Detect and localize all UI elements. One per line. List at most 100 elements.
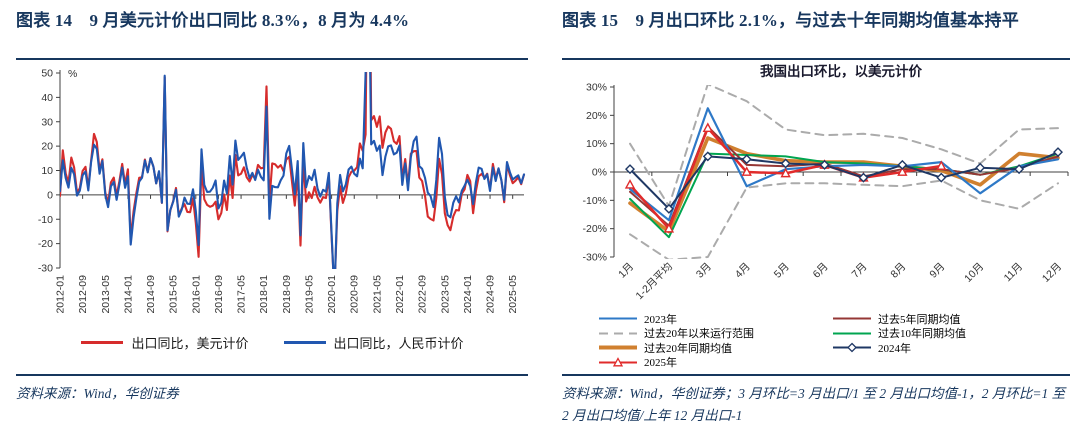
legend-label: 过去20年同期均值 [644,342,732,355]
x-axis-label: 2017-05 [236,275,248,314]
figure-15-source-text: 资料来源：Wind，华创证券；3 月环比=3 月出口/1 至 2 月出口均值-1… [562,386,1066,423]
figure-15-legend: 2023年 过去20年以来运行范围过去20年同期均值 2025年 过去5年同期均值过… [598,312,1070,369]
legend-item: 过去5年同期均值 [832,312,1066,326]
exports-yoy-line-chart: 50 40 30 20 10 0 -10 -20 -30% 2012-01 2012-09 2013-… [38,68,526,314]
legend-item: 出口同比，人民币计价 [283,333,464,352]
figure-14-panel: 图表 14 9 月美元计价出口同比 8.3%，8 月为 4.4% 50 40 30 2… [16,11,528,405]
series-line-y2024 [629,151,1059,210]
diamond-marker [858,172,869,183]
legend-label: 出口同比，美元计价 [131,336,249,351]
legend-label: 2024年 [878,342,911,355]
triangle-marker [624,179,636,189]
x-axis-label: 11月 [1002,261,1026,285]
legend-item: 过去20年同期均值 [598,341,832,355]
x-axis-label: 5月 [772,261,792,281]
legend-swatch-line [599,317,637,320]
figure-15-legend-column-1: 2023年 过去20年以来运行范围过去20年同期均值 2025年 [598,312,832,369]
x-axis-label: 2016-09 [213,275,225,314]
x-axis-label: 2023-05 [439,275,451,314]
figure-15-legend-column-2: 过去5年同期均值 过去10年同期均值 2024年 [832,312,1066,369]
x-axis-label: 2013-05 [100,275,112,314]
x-axis-label: 1月 [616,261,636,281]
diamond-marker [819,159,830,170]
x-axis-label: 8月 [888,261,908,281]
x-axis-label: 10月 [962,261,986,285]
figure-14-legend: 出口同比，美元计价 出口同比，人民币计价 [16,333,528,352]
triangle-marker [897,166,908,176]
triangle-marker [936,160,947,170]
x-axis-label: 2020-09 [349,275,361,314]
legend-label: 过去5年同期均值 [878,313,961,326]
diamond-marker [702,151,713,162]
triangle-marker [741,166,752,176]
figure-15-source: 资料来源：Wind，华创证券；3 月环比=3 月出口/1 至 2 月出口均值-1… [562,374,1070,426]
figure-15-title-rule [562,58,1070,60]
x-axis-label: 9月 [927,261,947,281]
x-axis-label: 2012-09 [77,275,89,314]
y-axis-label: -30 [38,263,53,275]
x-axis-label: 2022-09 [417,275,429,314]
y-axis-label: -30% [582,252,607,264]
x-axis-label: 4月 [733,261,753,281]
y-axis-label: 0 [47,189,53,201]
triangle-marker [780,167,791,178]
y-axis-label: -10 [38,214,53,226]
y-axis-label: -20% [582,223,607,235]
legend-label: 2025年 [644,357,677,370]
x-axis-label: 2015-05 [168,275,180,314]
x-axis-label: 2021-05 [371,275,383,314]
y-axis-label: 0% [592,167,607,179]
y-axis-label: 20 [41,141,53,153]
x-axis-label: 2014-01 [122,275,134,314]
x-axis-label: 2018-01 [258,275,270,314]
legend-swatch-line [833,317,871,320]
legend-label: 出口同比，人民币计价 [333,336,464,351]
figure-15-panel: 图表 15 9 月出口环比 2.1%，与过去十年同期均值基本持平 我国出口环比，… [540,0,1080,446]
triangle-marker [702,122,713,132]
x-axis-label: 7月 [850,261,870,281]
x-axis-label: 3月 [694,261,714,281]
legend-label: 2023年 [644,313,677,326]
diamond-marker [663,203,674,214]
legend-item: 2025年 [598,356,832,370]
x-axis-label: 2020-01 [326,275,338,314]
series-line-range20y [629,85,1059,207]
x-axis-label: 12月 [1040,261,1064,285]
legend-swatch-line-diamond [833,342,871,353]
y-axis-label: 10 [41,165,53,177]
y-axis-label: 10% [586,138,607,150]
legend-swatch-dashed [599,332,637,335]
legend-label: 过去10年同期均值 [878,328,966,341]
diamond-marker [1053,147,1063,158]
x-axis-label: 6月 [811,261,831,281]
legend-swatch-line [81,341,124,344]
x-axis-label: 2014-09 [145,275,157,314]
x-axis-label: 2025-05 [507,275,519,314]
y-axis-label: 40 [41,92,53,104]
figure-14-title-rule [16,58,528,60]
figure-14-source-text: 资料来源：Wind，华创证券 [16,386,179,401]
legend-item: 过去20年以来运行范围 [598,327,832,340]
legend-swatch-line-thick [599,345,637,350]
y-axis-label: 30 [41,116,53,128]
figure-14-source: 资料来源：Wind，华创证券 [16,374,528,405]
diamond-marker [741,154,752,165]
diamond-marker [1014,164,1025,175]
legend-item: 2023年 [598,312,832,326]
legend-swatch-line-triangle [599,356,637,367]
exports-mom-seasonal-chart: 我国出口环比，以美元计价 30% 20% 10% 0% -10% -20% -30% 1月1-2… [582,63,1069,302]
legend-swatch-line [283,341,326,344]
y-axis-label: 30% [586,82,607,94]
y-axis-label: 50 [41,68,53,80]
x-axis-label: 2016-01 [190,275,202,314]
x-axis-label: 2022-01 [394,275,406,314]
legend-swatch-line [833,332,871,335]
diamond-marker [780,158,791,169]
figure-14-title: 图表 14 9 月美元计价出口同比 8.3%，8 月为 4.4% [16,11,410,30]
legend-item: 出口同比，美元计价 [80,333,249,352]
legend-item: 过去10年同期均值 [832,327,1066,341]
y-axis-unit-label: % [68,68,77,80]
right-chart-title: 我国出口环比，以美元计价 [760,63,922,79]
x-axis-label: 1-2月平均 [634,261,675,302]
